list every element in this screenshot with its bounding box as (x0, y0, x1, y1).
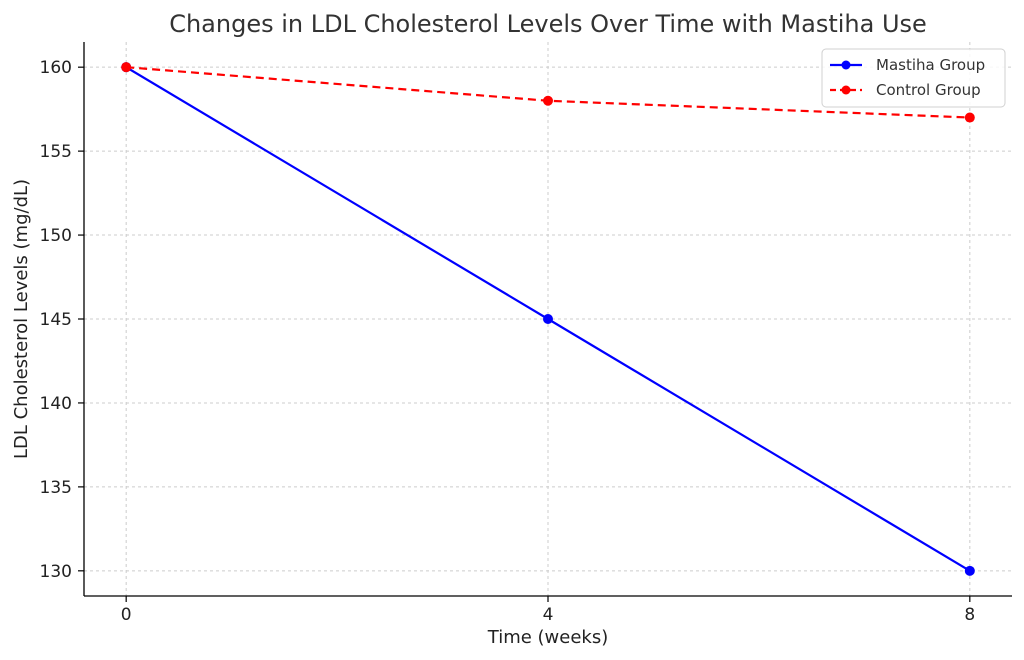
y-axis-label: LDL Cholesterol Levels (mg/dL) (11, 179, 32, 459)
control-group-legend-marker (841, 85, 851, 95)
x-tick-label: 0 (121, 605, 132, 625)
y-tick-label: 135 (40, 478, 72, 498)
y-tick-label: 130 (40, 562, 72, 582)
legend: Mastiha Group Control Group (821, 48, 1006, 108)
control-group-point (121, 62, 132, 73)
y-tick-label: 160 (40, 58, 72, 78)
x-tick-label: 4 (543, 605, 554, 625)
mastiha-group-legend-marker (841, 60, 851, 70)
y-tick-label: 150 (40, 226, 72, 246)
x-axis-label: Time (weeks) (487, 627, 609, 648)
control-group-point (543, 95, 553, 106)
mastiha-group-point (543, 314, 553, 324)
y-tick-label: 155 (40, 142, 72, 162)
legend-box (821, 48, 1006, 108)
mastiha-group-point (964, 565, 975, 576)
y-tick-label: 145 (40, 310, 72, 330)
y-tick-label: 140 (40, 394, 72, 414)
tick-layer: 0 4 8 130 135 140 145 150 155 160 (40, 58, 976, 625)
control-group-point (964, 112, 975, 123)
series-layer (121, 62, 975, 576)
mastiha-group-legend-label: Mastiha Group (876, 56, 985, 74)
x-tick-label: 8 (964, 605, 975, 625)
chart-title: Changes in LDL Cholesterol Levels Over T… (169, 10, 927, 38)
control-group-legend-label: Control Group (876, 81, 981, 99)
